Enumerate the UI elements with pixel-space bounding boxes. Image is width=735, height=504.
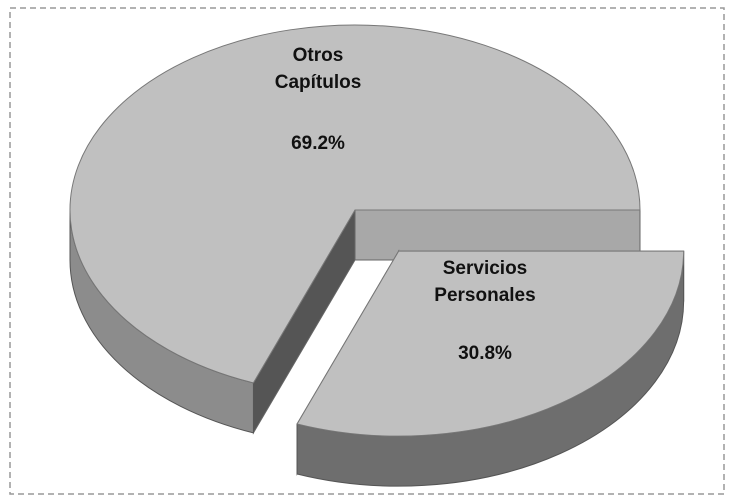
slice <box>296 250 685 437</box>
category-label: Otros Capítulos <box>274 45 362 93</box>
slice <box>69 24 641 384</box>
value-label: 69.2% <box>291 133 345 154</box>
value-label: 30.8% <box>458 343 512 364</box>
category-label: Servicios Personales <box>434 258 536 306</box>
